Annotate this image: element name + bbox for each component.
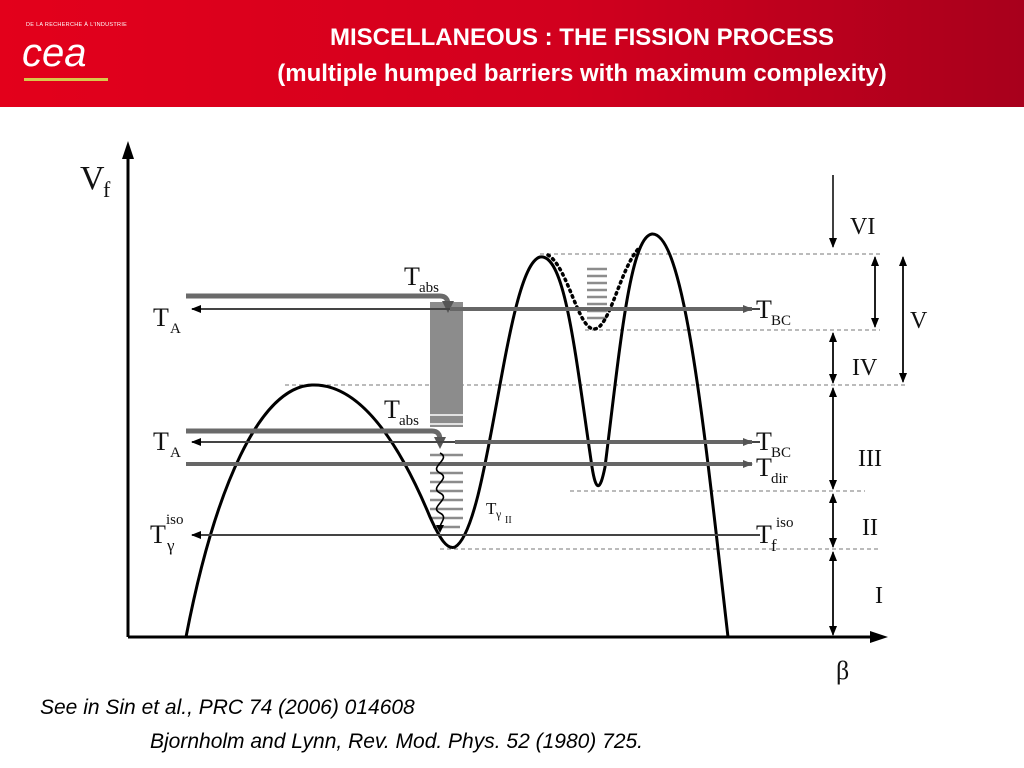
- cea-logo: cea: [22, 31, 108, 81]
- svg-text:γ: γ: [495, 507, 502, 521]
- svg-text:T: T: [153, 427, 169, 456]
- second-well-levels: [430, 302, 463, 529]
- svg-text:T: T: [756, 427, 772, 456]
- region-V: V: [910, 308, 928, 334]
- svg-text:T: T: [756, 520, 772, 549]
- region-VI: VI: [850, 214, 875, 240]
- svg-text:abs: abs: [399, 413, 419, 429]
- svg-text:dir: dir: [771, 471, 788, 487]
- axes: [122, 141, 888, 643]
- y-axis-sub: f: [103, 177, 111, 202]
- svg-text:T: T: [756, 453, 772, 482]
- reference-line2: Bjornholm and Lynn, Rev. Mod. Phys. 52 (…: [150, 730, 644, 753]
- region-III: III: [858, 446, 882, 472]
- logo-text: cea: [22, 31, 87, 75]
- svg-text:iso: iso: [166, 512, 184, 528]
- barrier-curve: [184, 232, 730, 638]
- transmission-labels: T A T A T abs T abs T BC T BC T dir T γ …: [150, 262, 794, 555]
- upper-arrows: [186, 293, 760, 313]
- svg-text:abs: abs: [419, 280, 439, 296]
- region-arrows: [829, 175, 907, 636]
- svg-text:A: A: [170, 321, 181, 337]
- slide-title-line1: MISCELLANEOUS : THE FISSION PROCESS: [329, 24, 835, 51]
- x-axis-label: β: [836, 656, 849, 685]
- svg-text:T: T: [153, 303, 169, 332]
- fission-barrier-diagram: V f β: [80, 141, 928, 685]
- svg-text:T: T: [150, 520, 166, 549]
- svg-text:iso: iso: [776, 515, 794, 531]
- lower-arrows: [186, 428, 760, 539]
- svg-text:f: f: [771, 536, 777, 555]
- region-I: I: [875, 583, 883, 609]
- slide-title-line2: (multiple humped barriers with maximum c…: [277, 60, 887, 87]
- svg-text:T: T: [486, 499, 497, 518]
- svg-text:BC: BC: [771, 445, 791, 461]
- region-II: II: [862, 515, 878, 541]
- region-labels: VI V IV III II I: [850, 214, 928, 609]
- svg-text:γ: γ: [166, 536, 175, 555]
- svg-text:A: A: [170, 445, 181, 461]
- svg-text:T: T: [384, 395, 400, 424]
- energy-dashed-lines: [285, 253, 905, 550]
- dotted-third-well: [546, 245, 642, 331]
- region-IV: IV: [852, 355, 878, 381]
- svg-text:T: T: [756, 295, 772, 324]
- y-axis-label: V: [80, 160, 105, 197]
- svg-text:II: II: [505, 515, 512, 526]
- svg-text:BC: BC: [771, 313, 791, 329]
- reference-line1: See in Sin et al., PRC 74 (2006) 014608: [40, 696, 415, 719]
- header-bar: DE LA RECHERCHE À L'INDUSTRIE cea MISCEL…: [0, 0, 1024, 107]
- logo-tagline: DE LA RECHERCHE À L'INDUSTRIE: [26, 22, 128, 28]
- gamma-decay-wave: [435, 452, 445, 528]
- svg-text:T: T: [404, 262, 420, 291]
